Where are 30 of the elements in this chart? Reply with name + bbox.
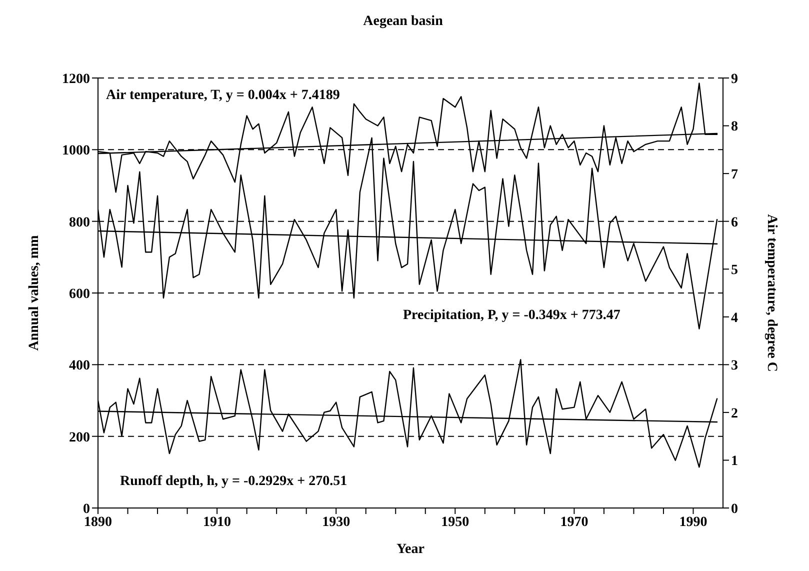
y2-tick-label: 8	[731, 120, 738, 135]
y2-axis-title: Air temperature, degree C	[764, 214, 780, 372]
x-tick-label: 1890	[84, 514, 112, 530]
y-tick-label: 0	[83, 502, 90, 517]
y2-tick-label: 1	[731, 454, 738, 470]
annotation: Precipitation, P, y = -0.349x + 773.47	[403, 308, 620, 324]
x-tick-label: 1950	[441, 514, 470, 530]
y-tick-label: 1000	[62, 144, 90, 159]
x-tick-label: 1910	[203, 514, 232, 530]
y2-tick-label: 3	[731, 358, 738, 374]
y2-tick-label: 2	[731, 406, 738, 422]
y2-tick-label: 0	[731, 502, 738, 517]
y-tick-label: 400	[69, 358, 90, 374]
y-tick-label: 800	[69, 215, 90, 230]
y2-tick-label: 9	[731, 72, 738, 87]
y2-tick-label: 4	[731, 310, 738, 326]
annotation: Air temperature, T, y = 0.004x + 7.4189	[106, 88, 340, 104]
y-axis-title: Annual values, mm	[26, 234, 42, 351]
annotation: Runoff depth, h, y = -0.2929x + 270.51	[120, 474, 348, 490]
y-tick-label: 1200	[62, 72, 90, 87]
y-tick-label: 600	[69, 286, 90, 302]
x-axis-title: Year	[396, 542, 424, 557]
x-tick-label: 1990	[679, 514, 708, 530]
y2-tick-label: 5	[731, 263, 738, 278]
y-tick-label: 200	[69, 430, 90, 446]
x-tick-label: 1970	[560, 514, 588, 530]
y2-tick-label: 7	[731, 168, 738, 183]
x-tick-label: 1930	[322, 514, 350, 530]
chart-title: Aegean basin	[362, 14, 444, 30]
y2-tick-label: 6	[731, 215, 738, 230]
